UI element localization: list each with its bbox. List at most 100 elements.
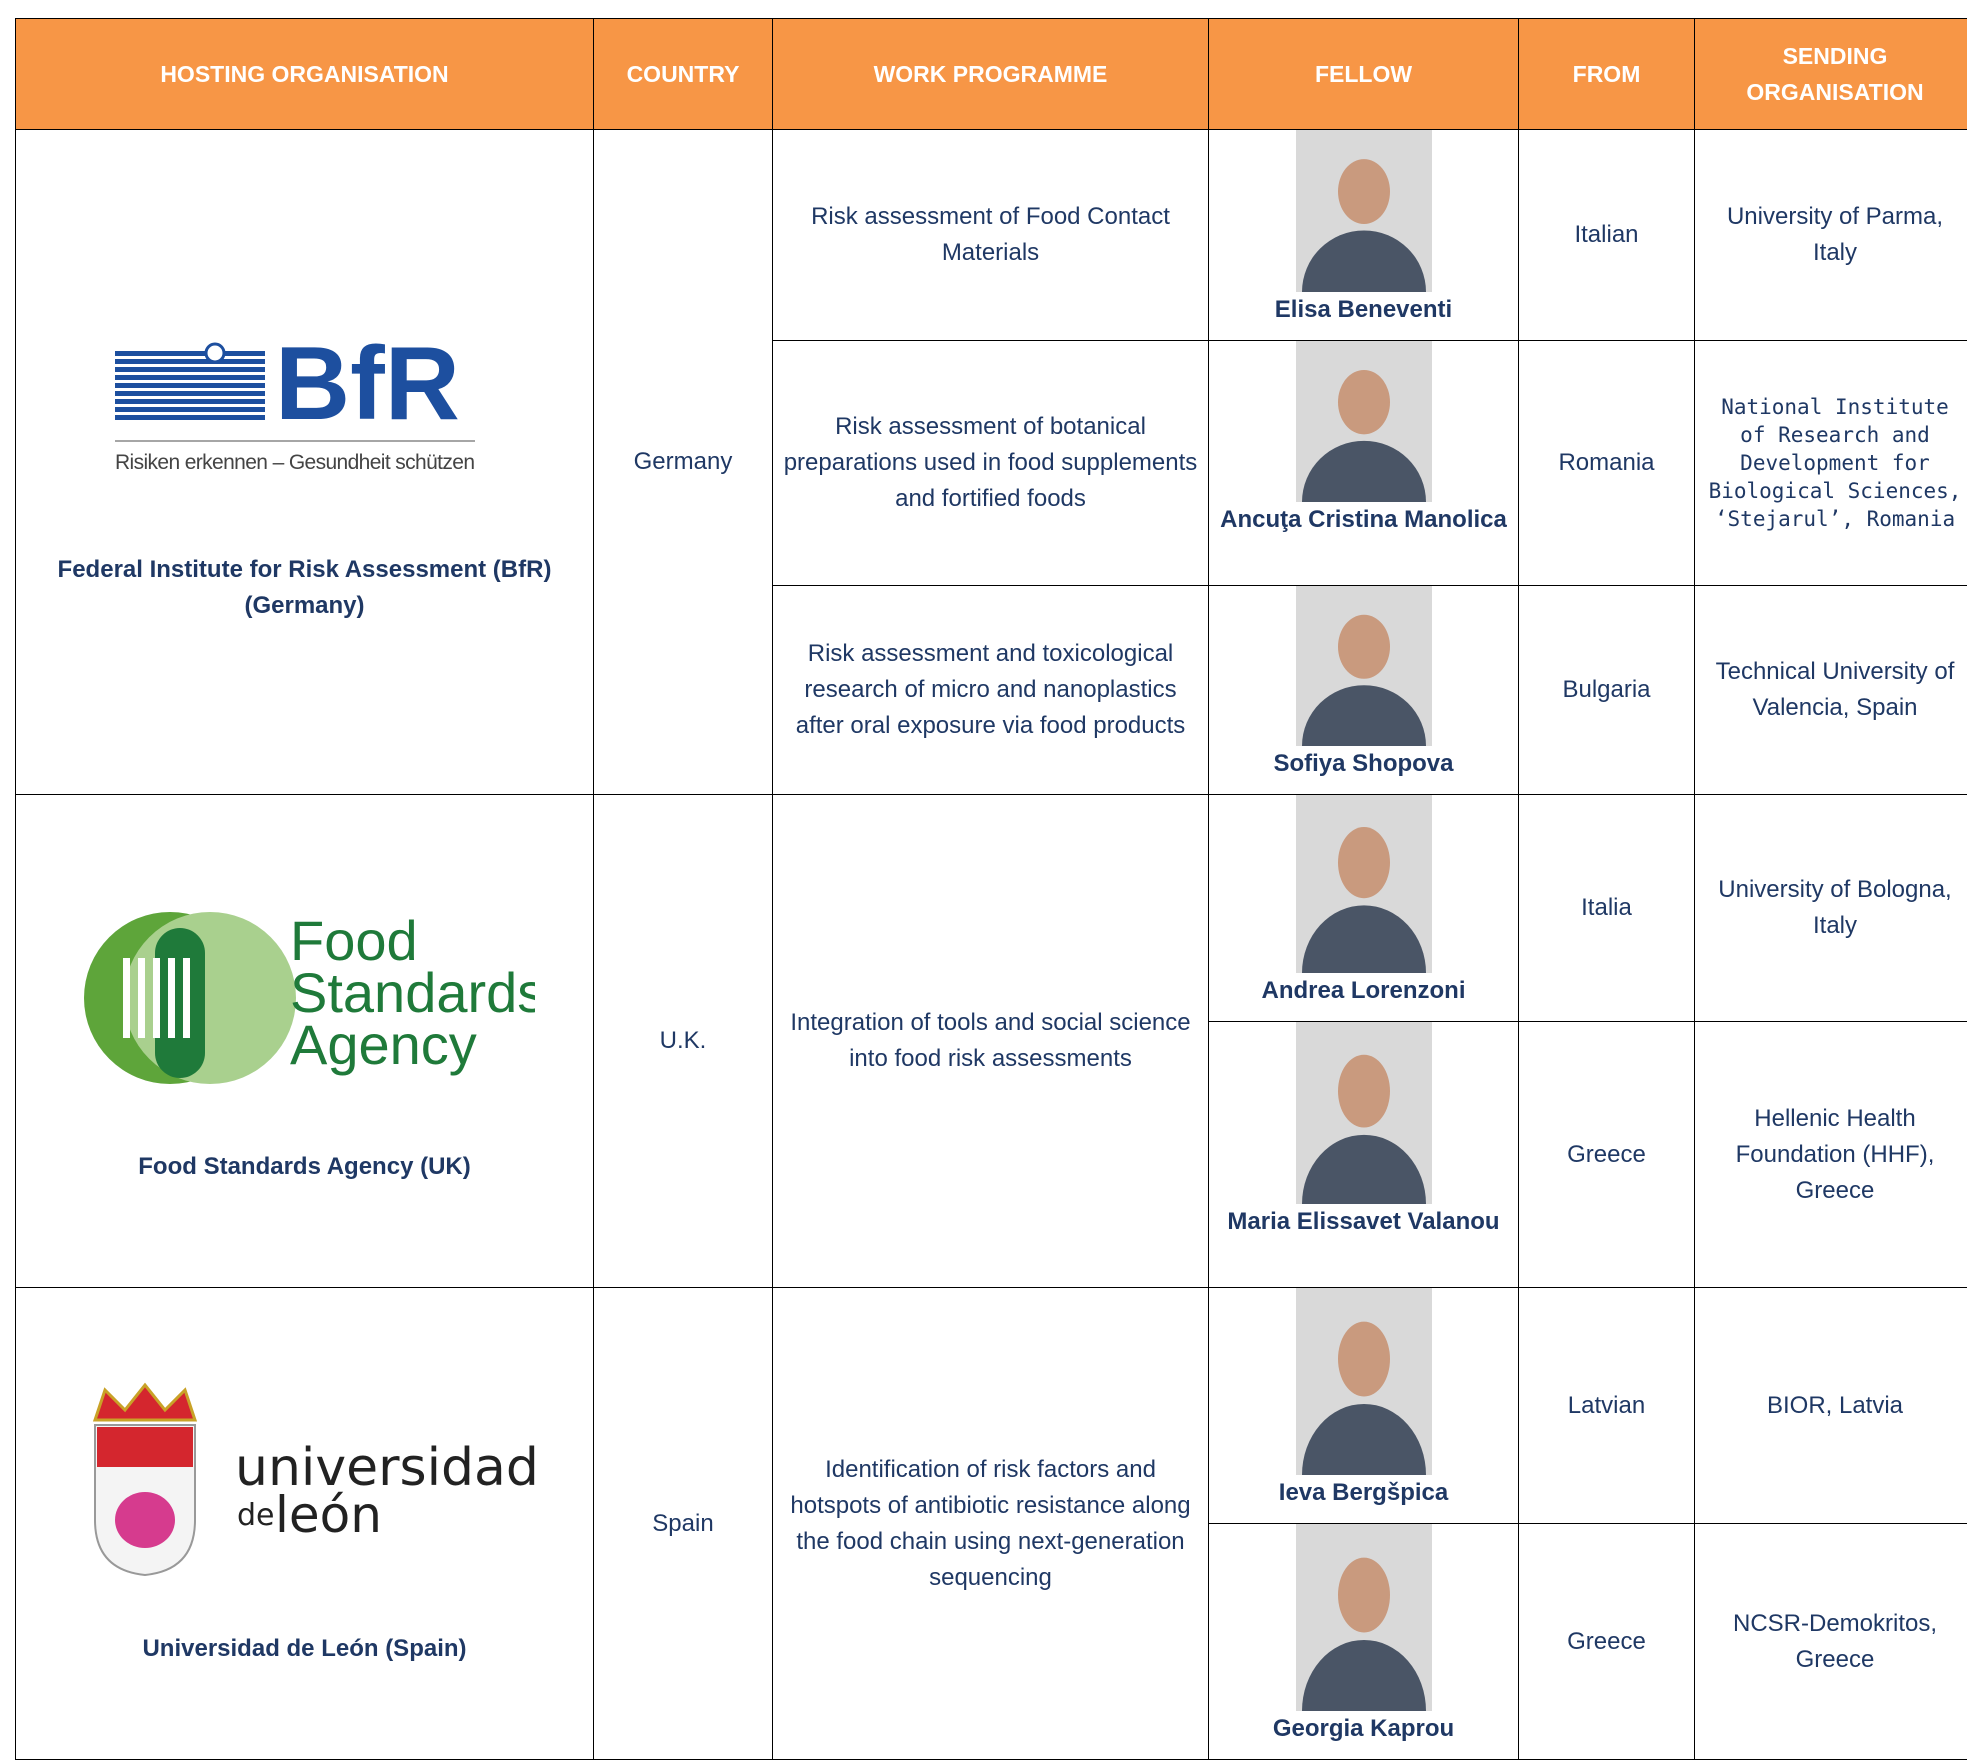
logo-tine bbox=[122, 957, 130, 1038]
fellow-photo bbox=[1295, 130, 1432, 292]
from-cell: Greece bbox=[1518, 1021, 1695, 1288]
sending-cell: National Institute of Research and Devel… bbox=[1694, 340, 1967, 586]
column-header: WORK PROGRAMME bbox=[772, 18, 1209, 130]
sending-cell: University of Bologna, Italy bbox=[1694, 794, 1967, 1022]
photo-body bbox=[1301, 1403, 1426, 1475]
logo-circle-light bbox=[123, 911, 296, 1084]
programme-cell: Risk assessment and toxicological resear… bbox=[772, 585, 1209, 795]
from-cell: Bulgaria bbox=[1518, 585, 1695, 795]
fellow-name: Elisa Beneventi bbox=[1274, 296, 1453, 323]
table-row: Georgia Kaprou Greece NCSR-Demokritos, Gre… bbox=[16, 1523, 1967, 1760]
country-cell: U.K. bbox=[593, 794, 773, 1288]
logo-lion bbox=[114, 1492, 175, 1548]
photo-head bbox=[1337, 1321, 1390, 1397]
logo-stripe bbox=[114, 390, 265, 396]
table-row: universidad de león Universidad de León (Sp… bbox=[15, 1287, 1967, 1760]
host-name: Federal Institute for Risk Assessment (B… bbox=[57, 555, 552, 619]
from-cell: Italian bbox=[1518, 129, 1695, 341]
sending-cell: BIOR, Latvia bbox=[1694, 1287, 1967, 1524]
logo-band bbox=[96, 1427, 193, 1467]
logo-stripe bbox=[114, 398, 265, 404]
logo-tine bbox=[152, 957, 160, 1038]
fellow: Ancuţa Cristina Manolica bbox=[1208, 340, 1519, 586]
photo-body bbox=[1301, 1134, 1426, 1204]
logo-text: BfR bbox=[275, 326, 460, 442]
fellow: Maria Elissavet Valanou bbox=[1208, 1021, 1519, 1288]
host-cell: BfR Risiken erkennen – Gesundheit schütze… bbox=[15, 129, 594, 795]
country-cell: Spain bbox=[593, 1287, 773, 1760]
country-cell: Germany bbox=[593, 129, 773, 795]
logo-tine bbox=[137, 957, 145, 1038]
logo-text: de bbox=[237, 1498, 275, 1533]
from-cell: Italia bbox=[1518, 794, 1695, 1022]
table-row: Food Standards Agency Food Standards Agency… bbox=[15, 794, 1967, 1288]
fellow-photo bbox=[1295, 795, 1432, 973]
logo-figure bbox=[204, 342, 225, 363]
host-logo: BfR Risiken erkennen – Gesundheit schütze… bbox=[114, 326, 475, 474]
photo-head bbox=[1337, 614, 1390, 679]
from-cell: Greece bbox=[1518, 1523, 1695, 1760]
programme-cell: Risk assessment of Food Contact Material… bbox=[772, 129, 1209, 341]
sending-cell: University of Parma, Italy bbox=[1694, 129, 1967, 341]
logo-text: universidad bbox=[235, 1438, 535, 1498]
column-header: SENDING ORGANISATION bbox=[1694, 18, 1967, 130]
fellow-photo bbox=[1295, 1288, 1432, 1475]
logo-text: Standards bbox=[290, 961, 535, 1024]
host-cell: Food Standards Agency Food Standards Agency… bbox=[15, 794, 594, 1288]
table-row: Risk assessment and toxicological resear… bbox=[16, 585, 1967, 795]
logo-text: león bbox=[275, 1486, 382, 1544]
header-row: HOSTING ORGANISATION COUNTRY WORK PROGRAMM… bbox=[15, 18, 1967, 130]
programme-cell: Integration of tools and social science … bbox=[772, 794, 1209, 1288]
host-name: Universidad de León (Spain) bbox=[142, 1635, 467, 1662]
fellow-photo bbox=[1295, 341, 1432, 502]
column-header: HOSTING ORGANISATION bbox=[15, 18, 594, 130]
logo-text: Agency bbox=[290, 1013, 477, 1076]
sending-cell: NCSR-Demokritos, Greece bbox=[1694, 1523, 1967, 1760]
logo-stripe bbox=[114, 366, 265, 372]
fellow-name: Sofiya Shopova bbox=[1273, 750, 1454, 777]
logo-tine bbox=[182, 957, 190, 1038]
fellow-name: Maria Elissavet Valanou bbox=[1227, 1208, 1500, 1235]
from-cell: Latvian bbox=[1518, 1287, 1695, 1524]
photo-body bbox=[1301, 905, 1426, 973]
table-row: BfR Risiken erkennen – Gesundheit schütze… bbox=[15, 129, 1967, 795]
photo-body bbox=[1301, 440, 1426, 502]
photo-head bbox=[1337, 369, 1390, 435]
programme-cell: Identification of risk factors and hotsp… bbox=[772, 1287, 1209, 1760]
programme-cell: Risk assessment of botanical preparation… bbox=[772, 340, 1209, 586]
logo-fork bbox=[154, 927, 205, 1078]
logo-stripe bbox=[114, 374, 265, 380]
table-row: Maria Elissavet Valanou Greece Hellenic He… bbox=[16, 1021, 1967, 1288]
logo-stripe bbox=[114, 382, 265, 388]
host-name: Food Standards Agency (UK) bbox=[138, 1152, 471, 1180]
fellow: Andrea Lorenzoni bbox=[1208, 794, 1519, 1022]
fellow-photo bbox=[1295, 586, 1432, 746]
fellow-name: Ieva Bergšpica bbox=[1278, 1479, 1449, 1506]
logo-stripe bbox=[114, 414, 265, 420]
photo-head bbox=[1337, 1557, 1390, 1633]
photo-body bbox=[1301, 685, 1426, 746]
fellow: Ieva Bergšpica bbox=[1208, 1287, 1519, 1524]
fellow: Georgia Kaprou bbox=[1208, 1523, 1519, 1760]
fellow: Sofiya Shopova bbox=[1208, 585, 1519, 795]
fellow-name: Ancuţa Cristina Manolica bbox=[1220, 506, 1507, 533]
photo-body bbox=[1301, 1639, 1426, 1711]
logo-stripe bbox=[114, 406, 265, 412]
logo-stripe bbox=[114, 350, 265, 356]
from-cell: Romania bbox=[1518, 340, 1695, 586]
sending-cell: Hellenic Health Foundation (HHF), Greece bbox=[1694, 1021, 1967, 1288]
fellow-name: Georgia Kaprou bbox=[1272, 1715, 1455, 1742]
fellow: Elisa Beneventi bbox=[1208, 129, 1519, 341]
fellow-photo bbox=[1295, 1022, 1432, 1204]
logo-tine bbox=[167, 957, 175, 1038]
logo-tagline: Risiken erkennen – Gesundheit schützen bbox=[115, 451, 475, 474]
photo-body bbox=[1301, 230, 1426, 292]
logo-text: Food bbox=[290, 909, 418, 972]
logo-stripe bbox=[114, 358, 265, 364]
fellowship-table: HOSTING ORGANISATION COUNTRY WORK PROGRAMM… bbox=[15, 18, 1967, 1760]
fellow-name: Andrea Lorenzoni bbox=[1261, 977, 1466, 1004]
column-header: COUNTRY bbox=[593, 18, 773, 130]
